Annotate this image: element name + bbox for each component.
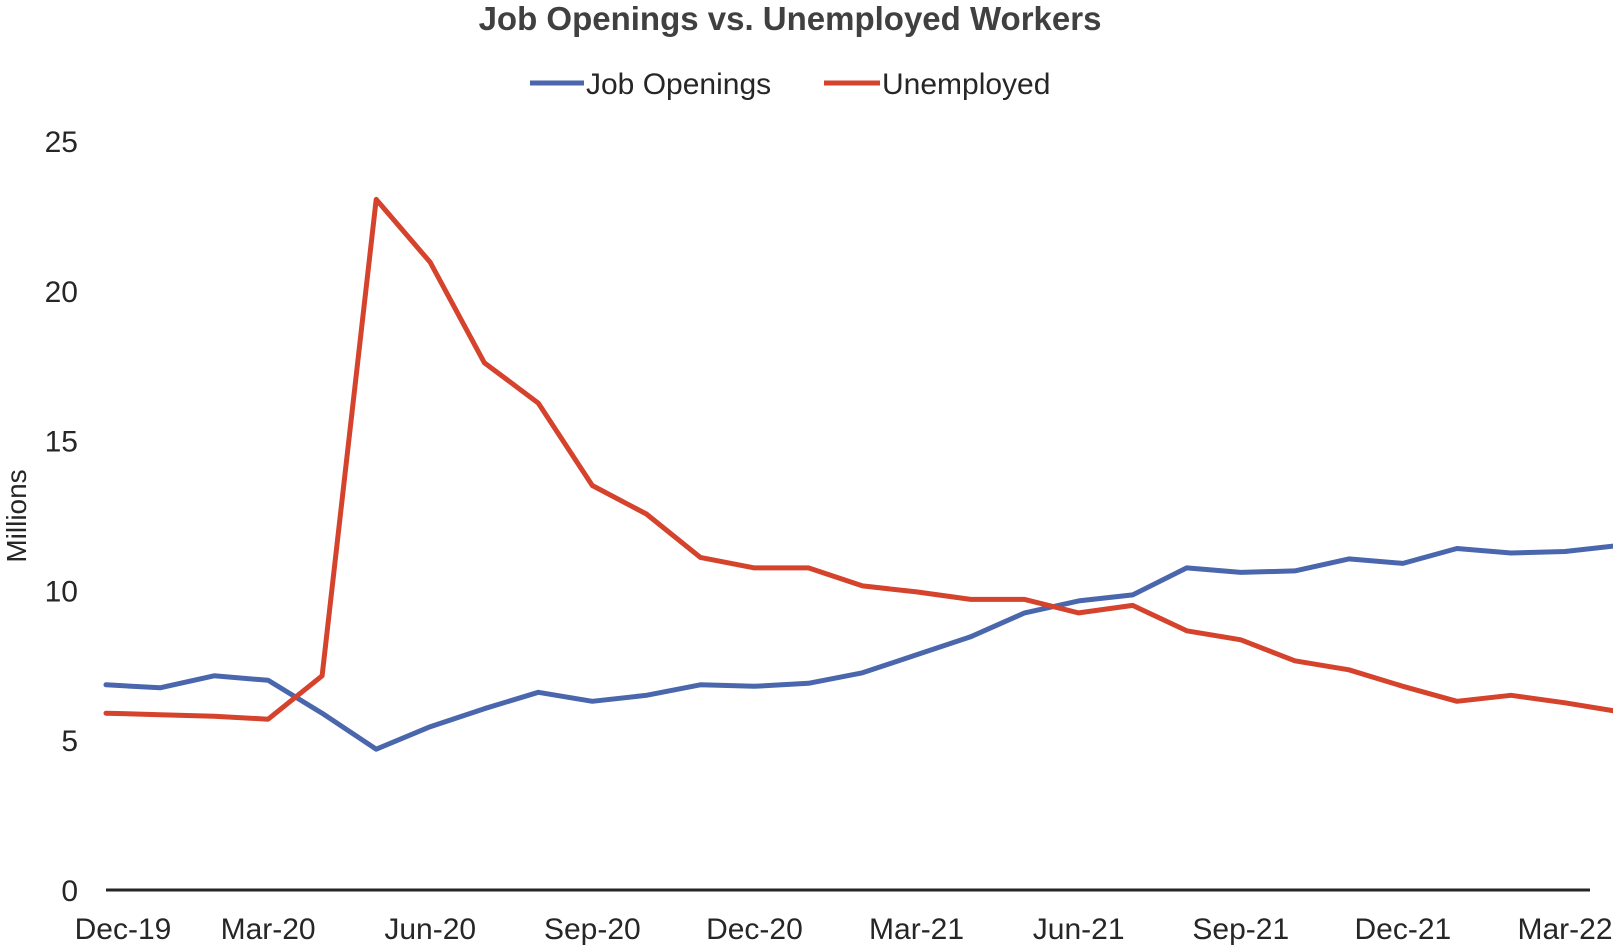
x-tick-label: Dec-21 [1355, 913, 1452, 946]
y-tick-label: 10 [45, 575, 78, 608]
chart-title: Job Openings vs. Unemployed Workers [479, 0, 1102, 37]
y-tick-label: 20 [45, 276, 78, 309]
legend: Job Openings Unemployed [530, 68, 1050, 101]
x-tick-label: Dec-19 [75, 913, 172, 946]
x-tick-label: Sep-20 [544, 913, 641, 946]
legend-label-unemployed: Unemployed [882, 68, 1050, 101]
y-tick-label: 25 [45, 126, 78, 159]
y-tick-label: 5 [61, 725, 78, 758]
y-tick-label: 15 [45, 426, 78, 459]
y-axis-ticks: 0 5 10 15 20 25 [45, 126, 78, 908]
x-tick-label: Jun-20 [384, 913, 476, 946]
series-lines [103, 196, 1613, 752]
x-tick-label: Jun-21 [1033, 913, 1125, 946]
y-tick-label: 0 [61, 875, 78, 908]
x-tick-label: Mar-22 [1517, 913, 1612, 946]
legend-label-job-openings: Job Openings [586, 68, 771, 101]
series-line-job-openings [103, 543, 1613, 752]
x-tick-label: Sep-21 [1192, 913, 1289, 946]
x-tick-label: Mar-21 [869, 913, 964, 946]
y-axis-label: Millions [1, 469, 32, 562]
x-tick-label: Dec-20 [706, 913, 803, 946]
x-axis-ticks: Dec-19 Mar-20 Jun-20 Sep-20 Dec-20 Mar-21 Jun-… [75, 913, 1613, 946]
series-line-unemployed [103, 196, 1613, 722]
x-tick-label: Mar-20 [221, 913, 316, 946]
